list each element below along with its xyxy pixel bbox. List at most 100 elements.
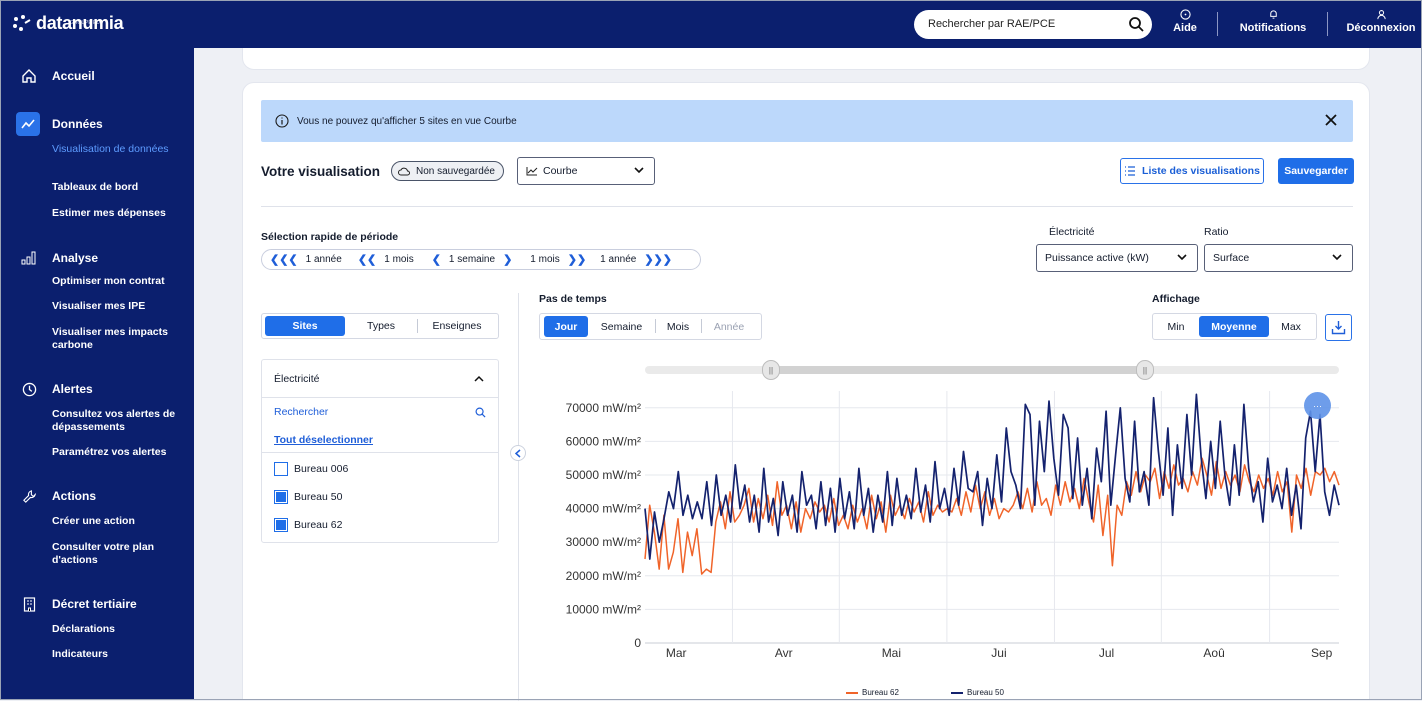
sidebar-item-label: Données	[52, 117, 103, 131]
download-button[interactable]	[1325, 314, 1352, 341]
forward-month-button[interactable]: ❯❯	[567, 254, 587, 266]
tab-types[interactable]: Types	[366, 320, 395, 332]
notifications-button[interactable]: Notifications	[1238, 9, 1308, 34]
range-slider-start-handle[interactable]: ||	[762, 360, 780, 380]
search-icon[interactable]	[1128, 16, 1144, 32]
back-month-button[interactable]: ❮❮	[357, 254, 377, 266]
tab-year[interactable]: Année	[701, 314, 757, 339]
sidebar-link-view-alerts[interactable]: Consultez vos alertes de dépassements	[52, 408, 176, 433]
separator	[1327, 12, 1328, 36]
ratio-select[interactable]: Surface	[1204, 244, 1353, 272]
period-label: Sélection rapide de période	[261, 231, 399, 243]
chevron-down-icon	[1177, 254, 1187, 261]
chevron-down-icon	[634, 167, 644, 174]
logout-button[interactable]: Déconnexion	[1346, 9, 1416, 34]
line-chart: 0 10000 mW/m² 20000 mW/m² 30000 mW/m² 40000 …	[566, 391, 1340, 660]
x-tick-label: Avr	[775, 646, 793, 660]
help-button[interactable]: Aide	[1170, 9, 1200, 34]
sidebar-link-data-visualisation[interactable]: Visualisation de données	[52, 143, 169, 155]
tab-day[interactable]: Jour	[544, 316, 588, 337]
filter-tabs: Sites Types Enseignes	[261, 313, 499, 339]
panel-divider	[518, 293, 519, 701]
checkbox[interactable]	[274, 518, 288, 532]
legend-item-bureau-62[interactable]: Bureau 62	[846, 688, 899, 697]
quick-period-selector: ❮❮❮ 1 année ❮❮ 1 mois ❮ 1 semaine ❯ 1 mo…	[261, 249, 701, 270]
sidebar-link-create-action[interactable]: Créer une action	[52, 515, 135, 527]
list-button-label: Liste des visualisations	[1142, 165, 1260, 177]
chart-line-icon	[16, 112, 40, 136]
visualisation-card: Vous ne pouvez qu'afficher 5 sites en vu…	[242, 82, 1370, 701]
tab-sites[interactable]: Sites	[265, 316, 345, 336]
collapse-panel-button[interactable]	[510, 445, 526, 461]
sidebar-link-set-alerts[interactable]: Paramétrez vos alertes	[52, 446, 167, 458]
sidebar-item-home[interactable]: Accueil	[18, 65, 95, 87]
site-checkbox-bureau-50[interactable]: Bureau 50	[274, 483, 486, 511]
checkbox[interactable]	[274, 462, 288, 476]
home-icon	[18, 65, 40, 87]
notifications-label: Notifications	[1239, 22, 1307, 34]
tab-brands[interactable]: Enseignes	[417, 314, 497, 338]
site-checkbox-bureau-006[interactable]: Bureau 006	[274, 455, 486, 483]
tab-average[interactable]: Moyenne	[1199, 316, 1269, 337]
y-tick-label: 20000 mW/m²	[566, 569, 641, 583]
sidebar-link-dashboards[interactable]: Tableaux de bord	[52, 181, 139, 193]
sidebar-item-actions[interactable]: Actions	[18, 485, 96, 507]
tab-min[interactable]: Min	[1167, 320, 1185, 333]
legend-item-bureau-50[interactable]: Bureau 50	[951, 688, 1004, 697]
page-title: Votre visualisation	[261, 164, 381, 179]
save-button[interactable]: Sauvegarder	[1278, 158, 1354, 184]
sidebar-link-estimate-spending[interactable]: Estimer mes dépenses	[52, 207, 166, 219]
y-tick-label: 40000 mW/m²	[566, 502, 641, 516]
period-step-label: 1 année	[305, 254, 342, 265]
sidebar-item-analysis[interactable]: Analyse	[18, 247, 98, 269]
tab-month[interactable]: Mois	[655, 314, 701, 339]
sidebar-link-optimize-contract[interactable]: Optimiser mon contrat	[52, 275, 165, 287]
sidebar-item-label: Décret tertiaire	[52, 597, 137, 611]
sidebar-link-declarations[interactable]: Déclarations	[52, 623, 116, 635]
tab-max[interactable]: Max	[1281, 320, 1301, 333]
period-step-label: 1 mois	[530, 254, 560, 265]
back-week-button[interactable]: ❮	[431, 254, 441, 266]
brand-logo[interactable]: datanumia	[12, 13, 124, 34]
chart-type-select[interactable]: Courbe	[517, 157, 655, 185]
site-label: Bureau 50	[294, 491, 343, 503]
sidebar-item-data[interactable]: Données	[16, 112, 103, 136]
site-search-input[interactable]: Rechercher	[262, 398, 498, 426]
forward-week-button[interactable]: ❯	[503, 254, 513, 266]
energy-value: Puissance active (kW)	[1045, 252, 1149, 264]
list-icon	[1125, 166, 1136, 176]
timestep-label: Pas de temps	[539, 293, 607, 305]
x-tick-label: Mai	[882, 646, 901, 660]
bell-icon	[1269, 10, 1277, 19]
back-year-button[interactable]: ❮❮❮	[270, 254, 298, 266]
visualisation-list-button[interactable]: Liste des visualisations	[1120, 158, 1264, 184]
sidebar-item-alerts[interactable]: Alertes	[18, 378, 93, 400]
site-checkbox-bureau-62[interactable]: Bureau 62	[274, 511, 486, 539]
sidebar-item-decree[interactable]: Décret tertiaire	[18, 593, 137, 615]
energy-select[interactable]: Puissance active (kW)	[1036, 244, 1198, 272]
deselect-all-link[interactable]: Tout déselectionner	[262, 426, 498, 453]
chart-menu-button[interactable]: ···	[1304, 392, 1331, 419]
display-label: Affichage	[1152, 293, 1200, 305]
search-input[interactable]: Rechercher par RAE/PCE	[914, 10, 1152, 39]
checkbox[interactable]	[274, 490, 288, 504]
y-tick-label: 0	[634, 636, 641, 650]
legend-swatch	[951, 691, 963, 694]
sidebar-link-ipe[interactable]: Visualiser mes IPE	[52, 300, 146, 312]
tab-week[interactable]: Semaine	[600, 320, 643, 333]
filter-section-header[interactable]: Électricité	[262, 360, 498, 398]
legend-swatch	[846, 691, 858, 694]
forward-year-button[interactable]: ❯❯❯	[644, 254, 672, 266]
range-slider-selection[interactable]	[771, 366, 1145, 374]
chart-type-value: Courbe	[543, 165, 578, 177]
sidebar-link-action-plan[interactable]: Consulter votre plan d'actions	[52, 541, 155, 566]
period-step-label: 1 année	[600, 254, 637, 265]
range-slider-end-handle[interactable]: ||	[1136, 360, 1154, 380]
x-tick-label: Jul	[1099, 646, 1114, 660]
sidebar-link-indicators[interactable]: Indicateurs	[52, 648, 109, 660]
banner-text: Vous ne pouvez qu'afficher 5 sites en vu…	[297, 115, 517, 127]
timestep-tabs: Jour Semaine Mois Année	[539, 313, 762, 340]
sidebar-link-carbon[interactable]: Visualiser mes impacts carbone	[52, 326, 168, 351]
ratio-value: Surface	[1213, 252, 1250, 264]
close-icon[interactable]	[1323, 112, 1339, 128]
